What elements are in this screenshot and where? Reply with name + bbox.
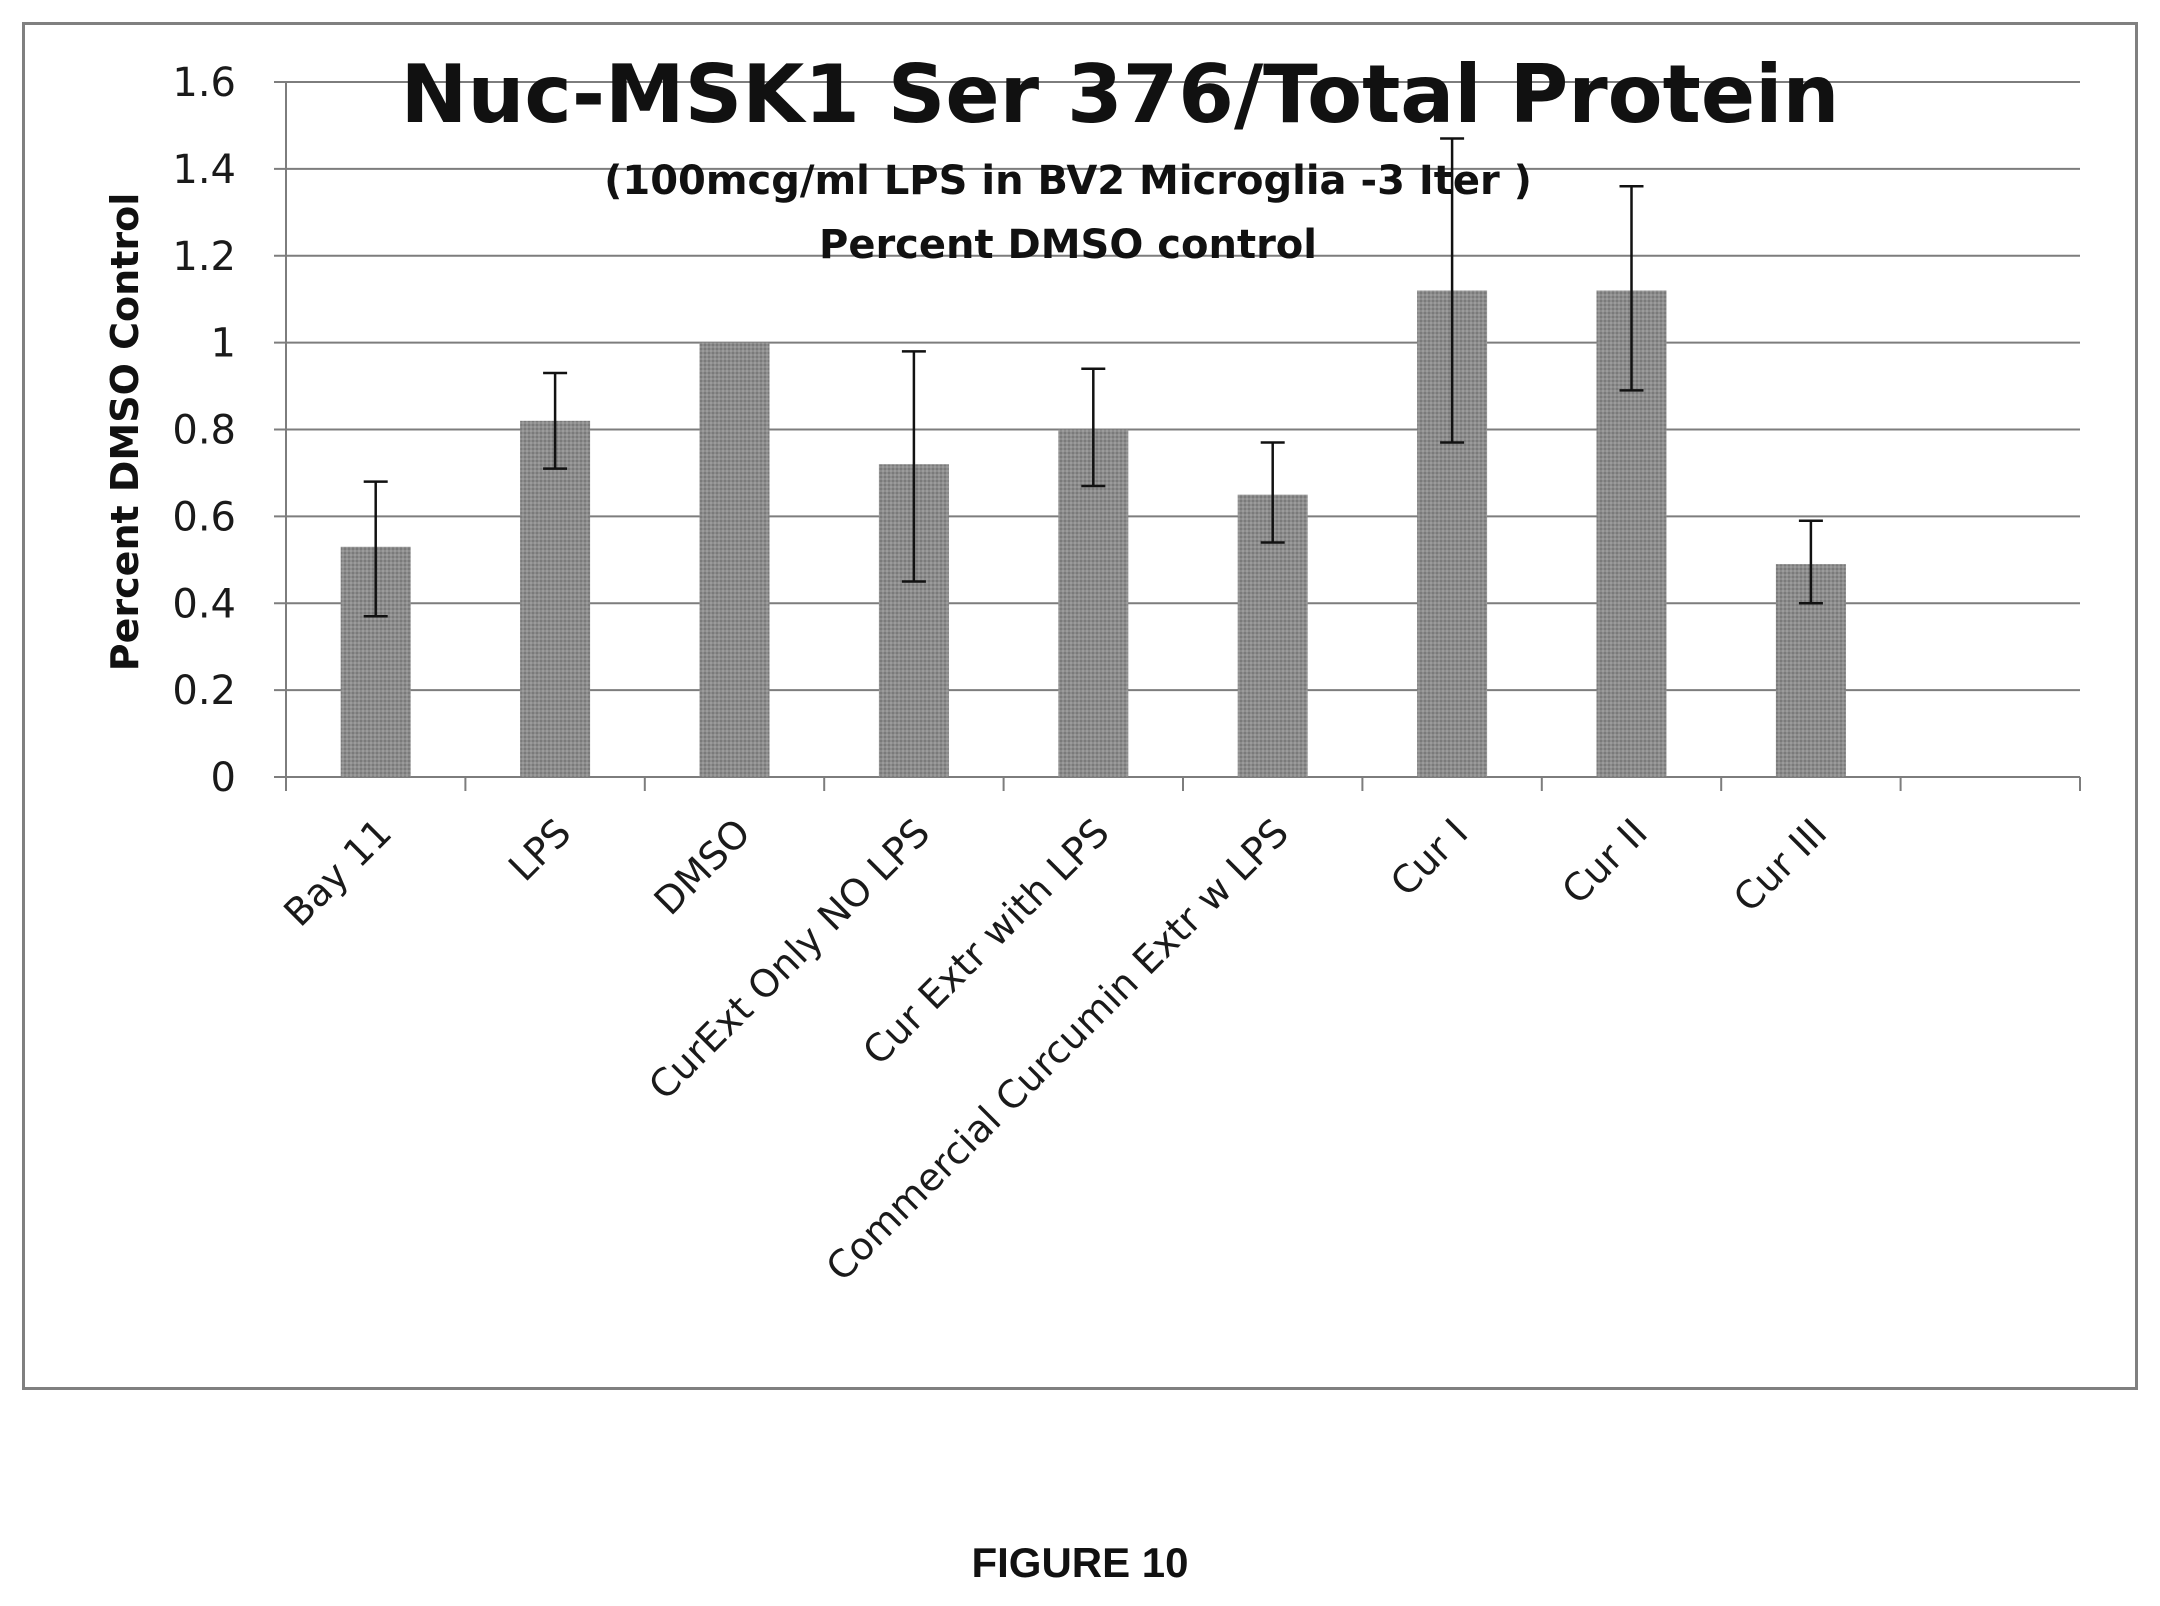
x-category-label: LPS <box>500 810 579 889</box>
x-category-label: DMSO <box>646 810 759 923</box>
y-tick-label: 0.4 <box>172 581 236 627</box>
x-category-label: Cur II <box>1554 810 1656 912</box>
y-tick-label: 1 <box>211 321 236 367</box>
x-category-label: Bay 11 <box>275 810 400 935</box>
chart-subtitle-line-1: (100mcg/ml LPS in BV2 Microglia -3 Iter … <box>604 158 1532 204</box>
y-tick-label: 0.2 <box>172 668 236 714</box>
y-tick-label: 1.4 <box>172 147 236 193</box>
chart-subtitle-line-2: Percent DMSO control <box>819 222 1317 268</box>
error-bars <box>363 137 1823 618</box>
y-axis-title: Percent DMSO Control <box>103 193 147 671</box>
y-tick-label: 1.2 <box>172 234 236 280</box>
bar <box>1058 429 1129 777</box>
y-tick-label: 1.6 <box>172 60 236 106</box>
y-tick-label: 0.6 <box>172 494 236 540</box>
bar <box>520 420 591 777</box>
x-category-label: Cur III <box>1725 810 1835 920</box>
bars <box>340 290 1846 777</box>
y-tick-label: 0.8 <box>172 408 236 454</box>
figure-caption: FIGURE 10 <box>971 1539 1189 1586</box>
x-category-label: Cur I <box>1382 810 1476 904</box>
y-tick-label: 0 <box>211 755 236 801</box>
chart-title: Nuc-MSK1 Ser 376/Total Protein <box>401 48 1840 141</box>
bar <box>699 342 770 777</box>
